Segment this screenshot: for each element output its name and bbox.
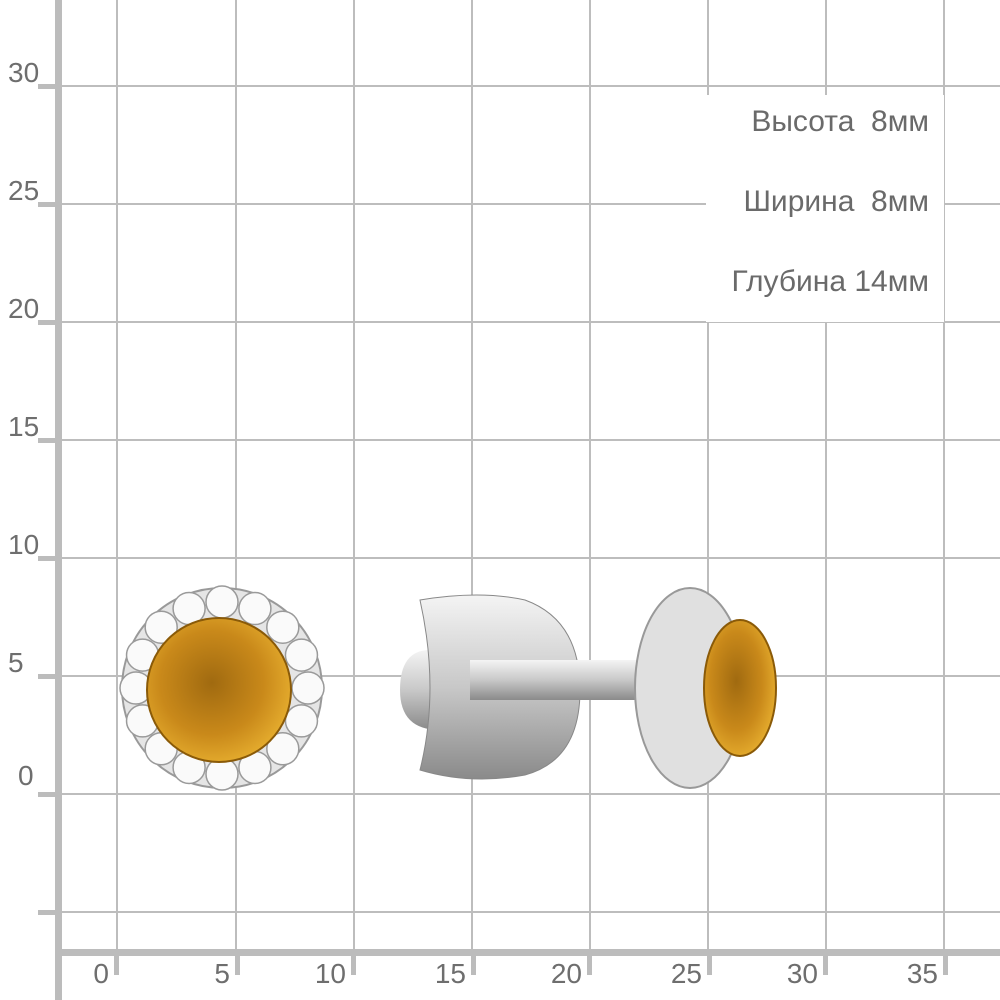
y-axis-label: 0: [18, 760, 34, 791]
y-tick: [38, 202, 58, 207]
halo-stone: [144, 610, 178, 644]
y-axis-label: 15: [8, 411, 40, 442]
depth-dimension: Глубина 14мм: [731, 265, 929, 298]
x-axis-label: 30: [786, 958, 818, 989]
grid-line: [58, 557, 1000, 559]
x-axis-label: 15: [434, 958, 466, 989]
grid-line: [825, 0, 827, 952]
grid-line: [58, 439, 1000, 441]
halo-stone: [266, 610, 300, 644]
x-tick: [114, 955, 119, 975]
grid-line: [471, 0, 473, 952]
halo-stone: [238, 591, 272, 626]
x-axis-label: 10: [314, 958, 346, 989]
x-tick: [351, 955, 356, 975]
halo-stone: [266, 732, 300, 766]
grid-line: [707, 0, 709, 952]
x-axis-label: 35: [906, 958, 938, 989]
y-axis-label: 10: [8, 529, 40, 560]
grid-line: [353, 0, 355, 952]
x-axis-label: 5: [214, 958, 230, 989]
grid-line: [235, 0, 237, 952]
grid-line: [116, 0, 118, 952]
grid-line: [58, 85, 1000, 87]
x-tick: [471, 955, 476, 975]
grid-line: [943, 0, 945, 952]
y-tick: [38, 320, 58, 325]
x-tick: [235, 955, 240, 975]
width-dimension: Ширина 8мм: [743, 185, 929, 218]
x-tick: [707, 955, 712, 975]
y-axis-label: 25: [8, 175, 40, 206]
grid-line: [58, 203, 1000, 205]
height-dimension: Высота 8мм: [751, 105, 929, 138]
y-axis-label: 5: [8, 647, 24, 678]
x-axis-label: 25: [670, 958, 702, 989]
grid-line: [58, 321, 1000, 323]
y-tick: [38, 438, 58, 443]
x-tick: [587, 955, 592, 975]
x-axis-label: 0: [93, 958, 109, 989]
earring-front-view: [119, 585, 325, 791]
y-tick: [38, 792, 58, 797]
y-tick: [38, 674, 58, 679]
halo-stone: [291, 671, 325, 705]
y-axis: [55, 0, 62, 1000]
earring-side-view: [400, 587, 777, 789]
x-axis: [55, 949, 1000, 956]
y-axis-label: 30: [8, 57, 40, 88]
halo-stone: [205, 585, 239, 619]
halo-stone: [284, 704, 319, 738]
x-axis-label: 20: [550, 958, 582, 989]
y-tick: [38, 556, 58, 561]
grid-line: [58, 911, 1000, 913]
y-axis-label: 20: [8, 293, 40, 324]
halo-stone: [284, 638, 319, 672]
grid-line: [58, 793, 1000, 795]
grid-line: [589, 0, 591, 952]
y-tick: [38, 910, 58, 915]
x-tick: [943, 955, 948, 975]
dimensions-panel: Высота 8мм Ширина 8мм Глубина 14мм: [706, 95, 944, 322]
x-tick: [823, 955, 828, 975]
y-tick: [38, 84, 58, 89]
